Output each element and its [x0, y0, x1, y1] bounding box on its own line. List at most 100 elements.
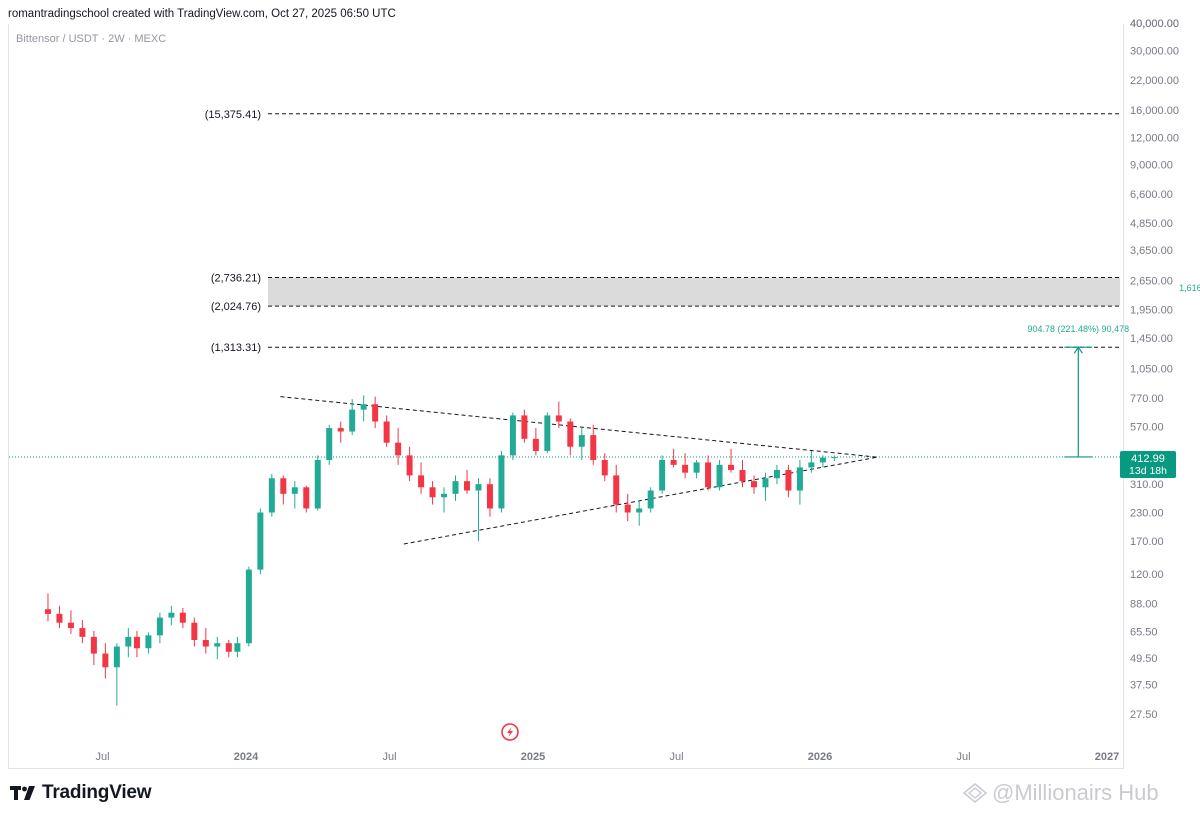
y-tick-label: 3,650.00: [1130, 245, 1173, 257]
y-tick-label: 570.00: [1130, 421, 1164, 433]
diamond-icon: [962, 782, 988, 804]
candle: [314, 455, 321, 511]
candle: [647, 487, 654, 513]
lightning-icon[interactable]: [501, 723, 519, 741]
candle: [521, 409, 528, 443]
candle-body: [773, 469, 780, 479]
x-tick-label: Jul: [382, 751, 396, 763]
candle: [133, 630, 140, 658]
candle: [636, 500, 643, 526]
candle-body: [578, 435, 585, 447]
y-tick-label: 170.00: [1130, 536, 1164, 548]
candle: [191, 617, 198, 647]
y-tick-label: 40,000.00: [1130, 18, 1179, 30]
candle: [498, 450, 505, 513]
y-tick-label: 2,650.00: [1130, 276, 1173, 288]
watermark-text: @Millionairs Hub: [992, 780, 1159, 805]
candle-body: [796, 467, 803, 491]
candle-body: [214, 643, 221, 647]
candle-body: [475, 484, 482, 491]
candle-body: [785, 469, 792, 491]
candle: [179, 608, 186, 629]
candle-body: [418, 475, 425, 488]
candle-body: [145, 635, 152, 649]
y-tick-label: 230.00: [1130, 507, 1164, 519]
y-tick-label: 1,950.00: [1130, 305, 1173, 317]
candle-body: [486, 484, 493, 509]
candle: [682, 453, 689, 479]
candle: [773, 464, 780, 485]
candle-body: [337, 428, 344, 432]
candle-body: [739, 469, 746, 482]
y-tick-label: 49.50: [1130, 653, 1158, 665]
candle-body: [156, 617, 163, 636]
y-tick-label: 37.50: [1130, 680, 1158, 692]
candle: [693, 459, 700, 479]
candle: [509, 412, 516, 460]
arrow-head-icon: [1073, 346, 1083, 354]
y-tick-label: 6,600.00: [1130, 189, 1173, 201]
candle: [79, 620, 86, 644]
y-tick-label: 9,000.00: [1130, 160, 1173, 172]
candle-body: [647, 490, 654, 509]
candle: [750, 475, 757, 494]
candle: [532, 428, 539, 456]
candle: [819, 455, 826, 468]
candle-body: [544, 415, 551, 451]
candle-body: [113, 646, 120, 668]
candle-body: [191, 622, 198, 640]
candle-body: [441, 493, 448, 498]
candle-body: [349, 409, 356, 432]
x-tick-label: 2024: [234, 751, 259, 763]
candle-body: [808, 462, 815, 468]
candle-body: [257, 512, 264, 570]
target-zone: [268, 277, 1120, 307]
candle: [762, 472, 769, 501]
candle: [785, 464, 792, 498]
y-tick-label: 30,000.00: [1130, 45, 1179, 57]
candle-body: [44, 609, 51, 614]
tradingview-logo[interactable]: TradingView: [10, 782, 152, 804]
candle-body: [590, 435, 597, 460]
candle-body: [67, 622, 74, 629]
candle: [245, 566, 252, 647]
projection-arrow: 1,616.24 (395.63%) 161,624: [1179, 283, 1200, 293]
level-label: (1,313.31): [211, 342, 261, 354]
y-tick-label: 65.50: [1130, 627, 1158, 639]
candle: [590, 424, 597, 465]
candle-body: [395, 442, 402, 456]
candle: [280, 475, 287, 505]
candle: [716, 459, 723, 491]
candle-body: [314, 459, 321, 509]
candle-body: [268, 478, 275, 513]
candle-body: [202, 639, 209, 647]
symbol-legend[interactable]: Bittensor / USDT · 2W · MEXC: [16, 33, 167, 45]
candle: [670, 448, 677, 468]
candle: [429, 481, 436, 505]
candle: [349, 399, 356, 436]
candle-body: [452, 481, 459, 494]
candle: [234, 636, 241, 658]
candle: [808, 450, 815, 473]
candle: [67, 610, 74, 634]
tradingview-wordmark: TradingView: [42, 782, 152, 803]
candle-body: [372, 404, 379, 422]
candle-body: [831, 456, 838, 458]
candle: [567, 418, 574, 456]
candle-body: [624, 504, 631, 513]
candle: [383, 415, 390, 447]
candle-body: [79, 628, 86, 637]
candle: [291, 481, 298, 509]
candle-body: [555, 415, 562, 422]
level-label: (15,375.41): [205, 109, 261, 121]
candle: [452, 475, 459, 501]
watermark: @Millionairs Hub: [962, 780, 1159, 806]
candle-body: [498, 455, 505, 509]
candle: [44, 593, 51, 622]
candle: [360, 395, 367, 422]
candle: [102, 643, 109, 679]
candle: [705, 455, 712, 491]
last-price-tag: 412.99 13d 18h: [1120, 451, 1176, 478]
candle-body: [133, 636, 140, 649]
